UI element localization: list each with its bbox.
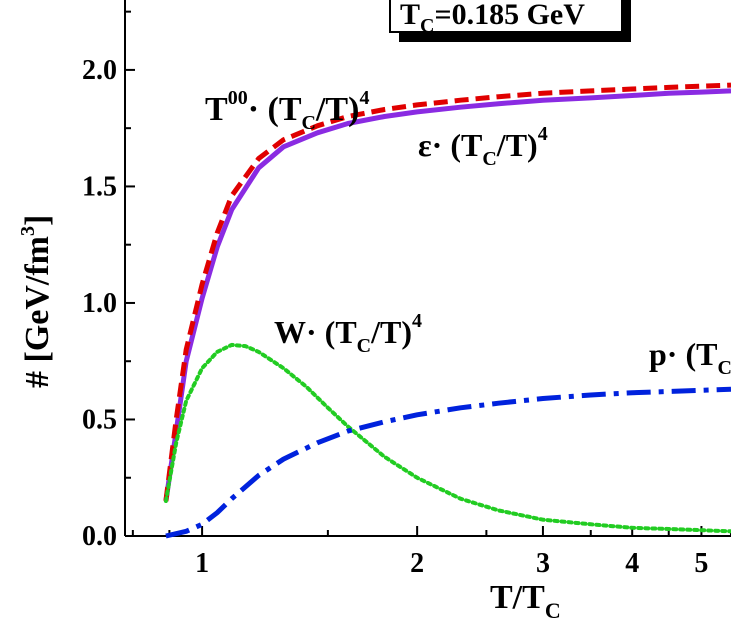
y-ticks: 0.0 0.5 1.0 1.5 2.0: [82, 10, 135, 552]
annotation-epsilon-part-2: C: [482, 148, 496, 170]
annotation-epsilon: ε· (TC/T)4: [418, 123, 548, 170]
annotation-t00-part-3: C: [302, 112, 316, 134]
y-axis-label-sup: 3: [17, 226, 39, 236]
x-tick-label-0: 1: [195, 548, 209, 579]
annotation-p: p· (TC: [649, 336, 731, 379]
y-axis-label: # [GeV/fm3]: [17, 215, 56, 388]
y-tick-label-3: 1.5: [82, 171, 117, 202]
annotation-p-part-0: p: [649, 336, 667, 372]
x-axis-label: T/TC: [490, 579, 561, 623]
annotation-t00-part-0: T: [205, 91, 228, 128]
annotation-epsilon-part-0: ε: [418, 127, 432, 163]
annotation-epsilon-part-3: /T): [496, 127, 538, 163]
y-tick-label-0: 0.0: [82, 521, 117, 552]
y-tick-label-4: 2.0: [82, 55, 117, 86]
annotation-w-part-2: C: [357, 335, 371, 357]
legend-box-rest: =0.185 GeV: [434, 0, 585, 31]
annotation-t00: T00· (TC/T)4: [205, 87, 369, 134]
series-t00-line: [163, 82, 731, 502]
series-p-line: [165, 386, 731, 539]
annotation-w-part-3: /T): [370, 314, 412, 350]
legend-box-frame: [389, 0, 623, 33]
legend-box-text: TC=0.185 GeV: [400, 0, 585, 37]
legend-box-main: T: [400, 0, 420, 31]
annotation-epsilon-part-1: · (T: [432, 127, 483, 163]
annotation-w: W· (TC/T)4: [274, 310, 422, 357]
x-axis-label-sub: C: [545, 598, 561, 623]
annotation-epsilon-part-4: 4: [538, 123, 548, 145]
x-tick-label-3: 4: [625, 548, 639, 579]
annotation-w-part-1: · (T: [306, 314, 357, 350]
y-axis-label-main: # [GeV/fm: [19, 236, 56, 388]
annotation-w-part-4: 4: [412, 310, 422, 332]
x-ticks: 1 2 3 4 5: [131, 526, 731, 579]
x-tick-label-1: 2: [410, 548, 424, 579]
x-tick-label-4: 5: [694, 548, 708, 579]
annotation-t00-part-5: 4: [359, 87, 369, 109]
y-tick-label-2: 1.0: [82, 288, 117, 319]
series-layer: [163, 82, 731, 539]
legend-box: TC=0.185 GeV: [389, 0, 631, 42]
annotation-p-part-1: · (T: [667, 336, 718, 372]
series-w-line: [163, 342, 731, 534]
annotation-t00-part-2: · (T: [248, 91, 302, 128]
y-tick-label-1: 0.5: [82, 404, 117, 435]
annotation-p-part-2: C: [717, 357, 731, 379]
y-axis-label-end: ]: [19, 215, 56, 226]
x-axis-label-main: T/T: [490, 579, 545, 616]
annotation-t00-part-4: /T): [315, 91, 359, 128]
x-tick-label-2: 3: [536, 548, 550, 579]
series-epsilon-line: [163, 88, 731, 502]
annotation-t00-part-1: 00: [228, 87, 248, 109]
annotation-w-part-0: W: [274, 314, 306, 350]
legend-box-sub: C: [420, 15, 434, 37]
